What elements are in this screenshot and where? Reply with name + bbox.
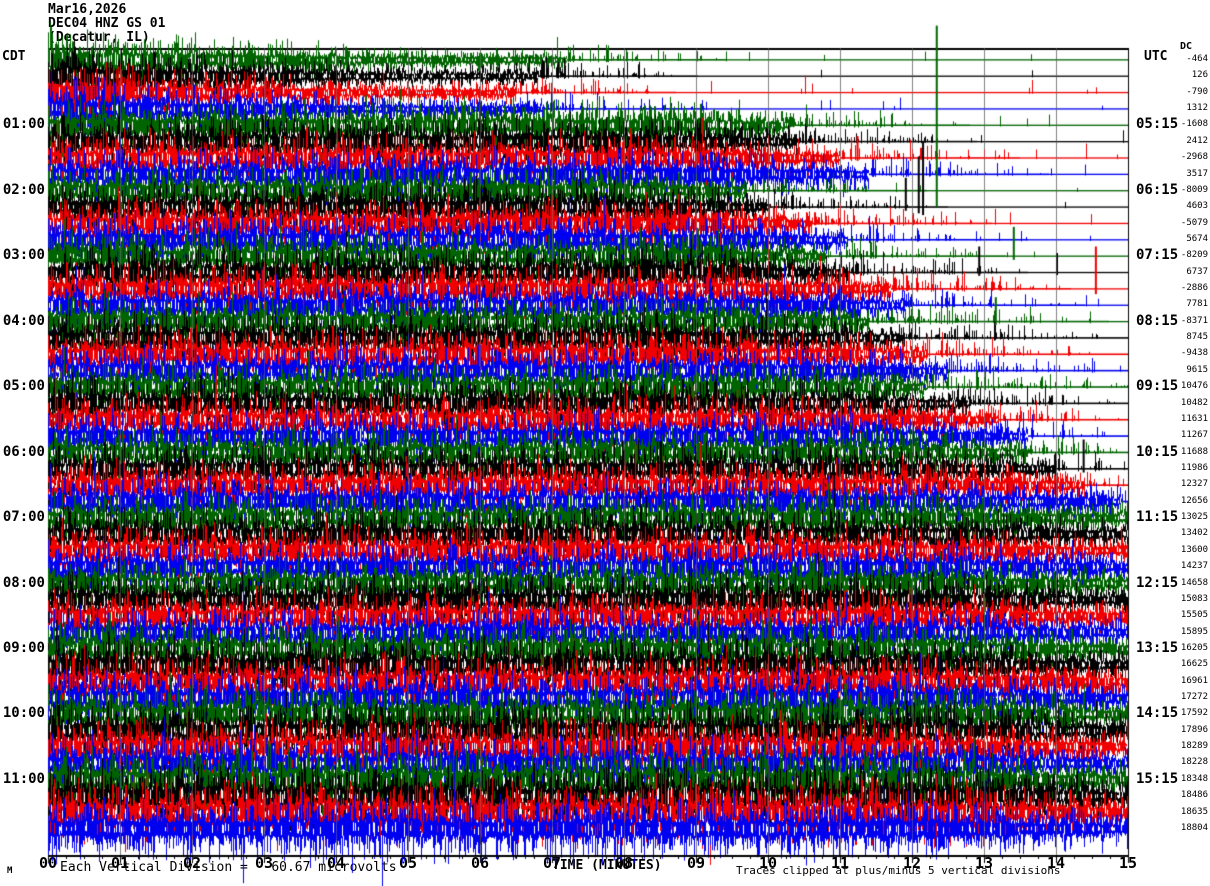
x-tick-label: 06: [470, 854, 490, 872]
header-station: DEC04 HNZ GS 01: [48, 16, 166, 31]
left-time-label: 04:00: [2, 312, 45, 329]
dc-value: 13402: [1180, 528, 1208, 539]
header-location: (Decatur, IL): [48, 30, 150, 45]
clip-note: Traces clipped at plus/minus 5 vertical …: [736, 864, 1061, 877]
dc-value: 16205: [1180, 642, 1208, 653]
dc-value: -8371: [1180, 315, 1208, 326]
dc-value: 17272: [1180, 692, 1208, 703]
dc-value: 18228: [1180, 757, 1208, 768]
dc-value: 11986: [1180, 463, 1208, 473]
dc-value: 7781: [1186, 299, 1208, 310]
dc-value: 15083: [1180, 593, 1208, 604]
x-tick-label: 05: [398, 854, 418, 872]
left-time-label: 05:00: [2, 378, 45, 395]
dc-value: -8009: [1180, 184, 1208, 195]
dc-value: 9615: [1186, 364, 1208, 375]
dc-value: 11267: [1180, 430, 1208, 441]
dc-value: 13025: [1180, 512, 1208, 523]
dc-value: -5079: [1180, 217, 1208, 228]
dc-value: 8745: [1186, 332, 1208, 343]
dc-value: -790: [1186, 86, 1208, 97]
header-date: Mar16,2026: [48, 2, 127, 17]
dc-value: 18486: [1180, 790, 1208, 801]
dc-value: 12656: [1180, 495, 1208, 506]
dc-value: 15895: [1180, 626, 1208, 637]
dc-value: 11688: [1180, 446, 1208, 457]
dc-value: 18289: [1180, 741, 1208, 752]
m-marker: M: [7, 866, 13, 876]
dc-column-header: DC: [1180, 41, 1193, 52]
dc-value: 17896: [1180, 724, 1208, 735]
dc-value: 17592: [1180, 708, 1208, 719]
left-time-label: 01:00: [2, 116, 45, 133]
dc-value: 5674: [1186, 233, 1208, 244]
dc-value: 1312: [1186, 103, 1208, 114]
dc-value: 10482: [1180, 397, 1208, 408]
dc-value: 11631: [1180, 413, 1208, 424]
dc-value: -2968: [1180, 152, 1208, 163]
x-tick-label: 00: [38, 854, 58, 872]
dc-value: 15505: [1180, 610, 1208, 621]
left-time-label: 10:00: [2, 705, 45, 722]
dc-value: -8209: [1180, 250, 1208, 261]
dc-value: 12327: [1180, 479, 1208, 490]
left-time-label: 07:00: [2, 509, 45, 526]
dc-value: 3517: [1186, 168, 1208, 179]
dc-value: 10476: [1180, 381, 1208, 392]
dc-value: 4603: [1186, 201, 1208, 212]
x-tick-label: 15: [1118, 854, 1138, 872]
left-time-label: 11:00: [2, 770, 45, 787]
dc-value: -464: [1186, 54, 1208, 64]
scale-note: Each Vertical Division = 60.67 microvolt…: [60, 860, 397, 875]
left-time-label: 03:00: [2, 247, 45, 264]
dc-value: 6737: [1186, 266, 1208, 277]
x-axis-title: TIME (MINUTES): [552, 858, 662, 873]
dc-value: -9438: [1180, 348, 1208, 359]
left-timezone-label: CDT: [2, 49, 26, 64]
dc-value: -2886: [1180, 283, 1208, 294]
dc-value: 18804: [1180, 822, 1208, 833]
dc-value: 2412: [1186, 135, 1208, 146]
dc-value: 18348: [1180, 773, 1208, 784]
dc-value: 18635: [1180, 806, 1208, 817]
left-time-label: 08:00: [2, 574, 45, 591]
dc-value: 16625: [1180, 659, 1208, 670]
x-tick-label: 09: [686, 854, 706, 872]
dc-value: 13600: [1180, 544, 1208, 555]
dc-value: -1608: [1180, 119, 1208, 130]
dc-value: 126: [1191, 70, 1208, 81]
left-time-label: 09:00: [2, 639, 45, 656]
dc-value: 16961: [1180, 675, 1208, 686]
dc-value: 14658: [1180, 577, 1208, 588]
left-time-label: 02:00: [2, 181, 45, 198]
left-time-label: 06:00: [2, 443, 45, 460]
dc-value: 14237: [1180, 561, 1208, 572]
